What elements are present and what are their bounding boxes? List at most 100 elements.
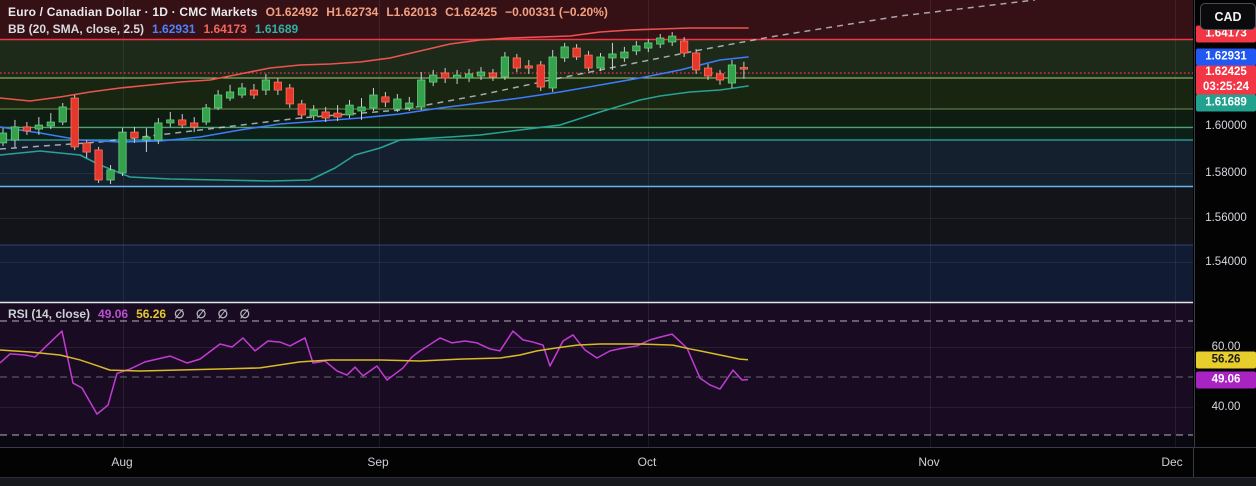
candle-down [178,119,187,126]
bb-upper-band-line [0,27,749,102]
price-axis-tick: 60.00 [1211,341,1241,353]
time-axis-month-label: Nov [918,455,940,469]
current-price-badge: 1.62425 03:25:24 [1196,65,1256,95]
candle-up [106,169,115,181]
candle-up [0,132,8,144]
candle-down [82,142,91,153]
candle-up [727,64,737,84]
candle-up [668,35,677,43]
candle-down [536,64,545,88]
bb-basis-sma-line [0,56,749,143]
candle-down [333,112,342,118]
candle-up [309,109,318,117]
rsi-ma-line [0,343,749,372]
candle-up [118,131,127,174]
candle-down [512,57,521,69]
candle-up [417,79,426,108]
candle-up [656,37,665,45]
candle-down [524,65,533,69]
candle-down [249,89,259,96]
candle-up [369,94,378,109]
price-axis-badge: 56.26 [1196,351,1256,369]
candle-up [632,45,641,52]
candle-up [608,53,617,59]
bar-countdown-timer: 03:25:24 [1202,81,1250,93]
candle-down [273,81,282,91]
time-axis-month-label: Aug [111,455,133,469]
candle-up [213,94,223,109]
current-price-value: 1.62425 [1205,66,1247,78]
candle-down [703,67,713,77]
price-axis-tick: 1.60000 [1205,120,1247,132]
chart-canvas [0,0,1193,447]
candle-up [34,124,43,130]
price-axis-badge: 1.61689 [1196,94,1256,112]
background-zone [0,245,1193,302]
candle-up [500,56,510,78]
candle-down [488,72,498,78]
candle-up [142,136,151,141]
price-axis-tick: 1.54000 [1205,256,1247,268]
candle-down [130,131,139,139]
time-scale[interactable]: Aug Sep Oct Nov Dec [0,448,1256,477]
candle-up [225,91,235,99]
axis-horizontal-separator [0,447,1256,448]
candle-down [739,67,749,70]
candlestick-series [0,32,749,184]
price-axis-tick: 40.00 [1211,401,1241,413]
candle-down [441,72,450,79]
candle-up [560,46,569,59]
candle-down [70,97,79,148]
currency-label: CAD [1214,9,1242,24]
window-bottom-edge [0,477,1256,486]
background-zone [0,140,1193,186]
candle-up [548,56,557,89]
background-zone [0,303,1193,435]
chart-plot-area[interactable] [0,0,1193,447]
candle-up [476,71,486,77]
candle-up [357,106,366,112]
candle-down [321,111,330,119]
price-scale[interactable]: 1.62425 03:25:24 1.60000 1.58000 1.56000 1.… [1194,0,1256,447]
candle-up [429,74,438,83]
candle-up [345,104,354,116]
currency-toggle-button[interactable]: CAD [1200,3,1256,30]
price-axis-tick: 1.58000 [1205,167,1247,179]
candle-down [692,52,701,71]
time-axis-month-label: Dec [1161,455,1183,469]
axis-corner-separator [1193,448,1194,477]
candle-up [237,87,247,96]
candle-up [202,107,211,123]
candle-down [285,87,294,105]
candle-up [644,42,653,49]
candle-down [94,149,103,181]
candle-up [154,122,163,141]
time-axis-month-label: Oct [637,455,657,469]
background-zone [0,78,1193,109]
candle-up [405,102,414,109]
price-axis-badge: 49.06 [1196,371,1256,389]
candle-up [464,73,474,79]
time-axis-month-label: Sep [367,455,389,469]
candle-up [393,98,402,110]
candle-down [190,122,199,128]
candle-down [680,40,689,54]
background-zone [0,128,1193,140]
candle-down [715,73,725,81]
candle-down [584,54,593,69]
candle-down [22,126,32,132]
candle-down [297,103,306,116]
candle-up [46,121,55,127]
candle-up [596,56,605,69]
rsi-line [0,330,749,415]
candle-up [452,74,462,79]
candle-up [620,51,629,59]
candle-up [166,119,175,124]
candle-down [381,96,390,103]
price-axis-tick: 1.56000 [1205,212,1247,224]
candle-down [572,47,581,58]
candle-up [10,126,20,141]
background-zone [0,186,1193,245]
background-zone [0,435,1193,447]
